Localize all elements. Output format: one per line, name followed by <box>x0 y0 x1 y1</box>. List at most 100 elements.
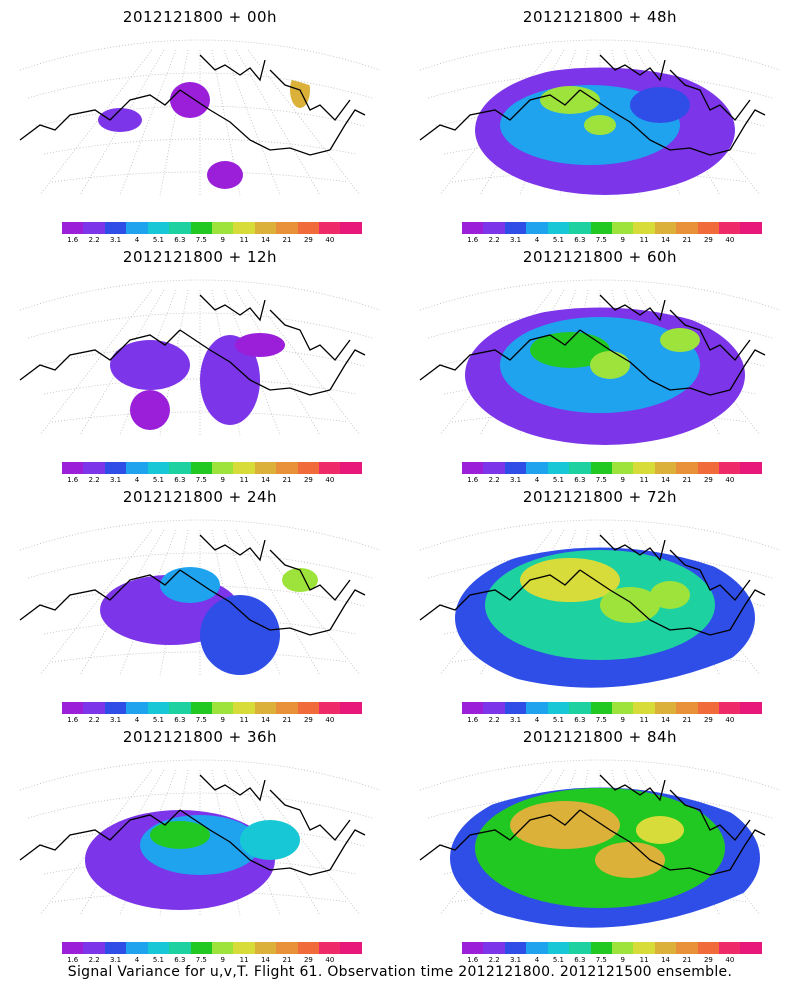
colorbar-labels: 1.6 2.2 3.1 4 5.1 6.3 7.5 9 11 14 21 29 40 <box>456 476 776 486</box>
colorbar-tick-label: 1.6 <box>467 236 479 244</box>
polar-map <box>19 39 381 196</box>
colorbar-tick-label: 29 <box>703 476 713 484</box>
variance-contour <box>200 595 280 675</box>
colorbar-swatch <box>590 702 612 714</box>
colorbar-tick-label: 9 <box>220 716 225 724</box>
colorbar-swatch <box>62 942 84 954</box>
graticule-line <box>223 769 281 916</box>
graticule-line <box>35 345 365 367</box>
variance-contour <box>584 115 616 135</box>
colorbar-swatch <box>526 222 548 234</box>
coastline <box>599 774 666 802</box>
polar-map <box>419 39 781 196</box>
variance-contour <box>98 108 142 132</box>
colorbar-tick-label: 6.3 <box>174 476 186 484</box>
colorbar-swatch <box>233 222 255 234</box>
colorbar <box>62 462 362 474</box>
colorbar-swatch <box>633 942 655 954</box>
colorbar-swatch <box>276 222 298 234</box>
colorbar-tick-label: 7.5 <box>195 236 207 244</box>
panel-title: 2012121800 + 12h <box>122 248 278 266</box>
variance-contour <box>600 587 660 623</box>
colorbar-swatch <box>297 702 320 714</box>
coastline <box>19 89 181 141</box>
variance-contour <box>207 161 243 189</box>
variance-contour <box>530 332 610 368</box>
colorbar-tick-label: 1.6 <box>67 236 79 244</box>
colorbar-tick-label: 21 <box>682 476 692 484</box>
coastline <box>419 329 581 381</box>
colorbar-swatch <box>297 222 320 234</box>
coastline <box>269 549 351 601</box>
coastline <box>599 294 666 322</box>
colorbar-tick-label: 14 <box>661 476 671 484</box>
colorbar-swatch <box>340 462 362 474</box>
colorbar-tick-label: 29 <box>703 716 713 724</box>
graticule-line <box>79 769 165 916</box>
variance-field <box>100 567 318 675</box>
colorbar-swatch <box>190 222 212 234</box>
colorbar-tick-label: 14 <box>661 716 671 724</box>
graticule-line <box>159 49 189 196</box>
variance-contour <box>636 816 684 844</box>
colorbar-tick-label: 1.6 <box>467 956 479 964</box>
colorbar-tick-label: 40 <box>325 236 335 244</box>
colorbar-swatch <box>104 222 127 234</box>
colorbar-swatch <box>483 702 505 714</box>
colorbar-tick-label: 6.3 <box>574 716 586 724</box>
colorbar-tick-label: 9 <box>620 476 625 484</box>
colorbar-tick-label: 2.2 <box>488 236 500 244</box>
colorbar-swatch <box>697 462 720 474</box>
colorbar-swatch <box>547 942 570 954</box>
graticule-line <box>419 279 781 311</box>
colorbar-tick-label: 1.6 <box>467 476 479 484</box>
colorbar-swatch <box>104 702 127 714</box>
colorbar-swatch <box>697 942 720 954</box>
colorbar-swatch <box>547 222 570 234</box>
coastline <box>179 809 331 876</box>
graticule-line <box>79 529 165 676</box>
coastline <box>419 89 581 141</box>
variance-contour <box>595 842 665 878</box>
coastline <box>599 534 666 562</box>
panel-title: 2012121800 + 24h <box>122 488 278 506</box>
colorbar-tick-label: 5.1 <box>552 956 564 964</box>
colorbar-swatch <box>569 222 591 234</box>
graticule-line <box>247 289 361 436</box>
colorbar <box>62 942 362 954</box>
colorbar-swatch <box>740 222 762 234</box>
colorbar-swatch <box>126 222 148 234</box>
coastline <box>179 569 331 636</box>
variance-contour <box>130 390 170 430</box>
colorbar-tick-label: 21 <box>682 956 692 964</box>
graticule-line <box>419 519 781 551</box>
colorbar-swatch <box>319 702 341 714</box>
coastline <box>729 109 766 151</box>
colorbar-tick-label: 1.6 <box>67 476 79 484</box>
colorbar-swatch <box>126 942 148 954</box>
coastline <box>729 589 766 631</box>
variance-field <box>98 72 310 189</box>
coastline <box>199 534 266 562</box>
variance-field <box>110 333 285 430</box>
variance-field <box>85 810 300 910</box>
coastline <box>199 294 266 322</box>
coastline <box>269 69 351 121</box>
variance-contour <box>630 87 690 123</box>
colorbar-labels: 1.6 2.2 3.1 4 5.1 6.3 7.5 9 11 14 21 29 40 <box>56 716 376 726</box>
colorbar-tick-label: 1.6 <box>67 956 79 964</box>
coastline <box>19 809 181 861</box>
coastline <box>329 589 366 631</box>
coastline <box>579 569 731 636</box>
colorbar-swatch <box>104 942 127 954</box>
colorbar-swatch <box>83 222 105 234</box>
variance-contour <box>170 82 210 118</box>
colorbar-tick-label: 6.3 <box>174 236 186 244</box>
colorbar-tick-label: 3.1 <box>509 476 522 484</box>
graticule-line <box>439 49 553 196</box>
colorbar-tick-label: 40 <box>725 476 735 484</box>
colorbar-swatch <box>276 702 298 714</box>
colorbar-tick-label: 2.2 <box>488 716 500 724</box>
colorbar-tick-label: 7.5 <box>195 956 207 964</box>
coastline <box>199 54 266 82</box>
